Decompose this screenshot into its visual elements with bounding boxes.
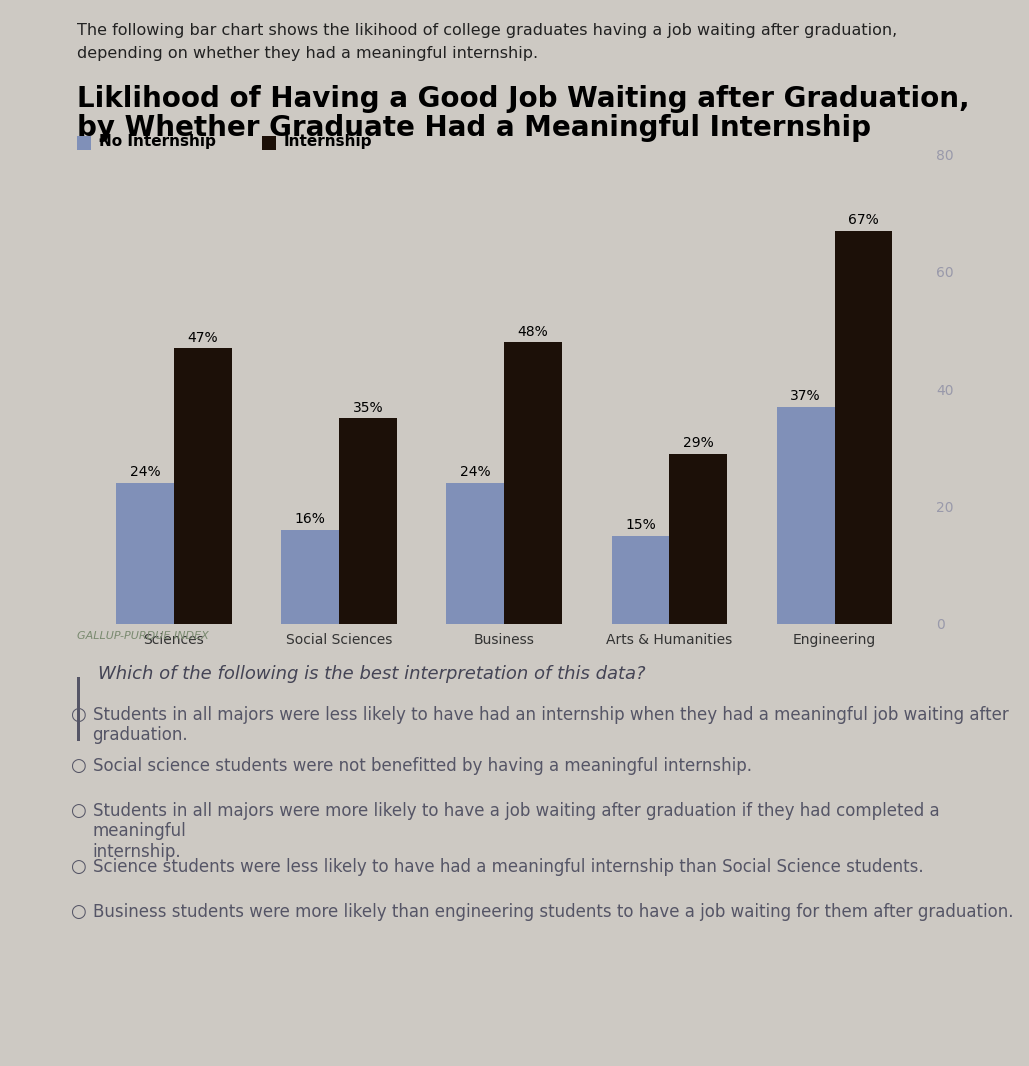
Text: Students in all majors were more likely to have a job waiting after graduation i: Students in all majors were more likely … [93, 802, 939, 861]
Bar [116, 483, 174, 624]
Text: ○: ○ [70, 706, 85, 724]
Text: No Internship: No Internship [99, 134, 216, 149]
Bar [174, 348, 232, 624]
Text: 37%: 37% [790, 389, 821, 403]
Text: 16%: 16% [294, 513, 325, 527]
Bar [835, 231, 892, 624]
Bar [447, 483, 504, 624]
Text: Social science students were not benefitted by having a meaningful internship.: Social science students were not benefit… [93, 757, 751, 775]
Text: ○: ○ [70, 858, 85, 876]
Text: The following bar chart shows the likihood of college graduates having a job wai: The following bar chart shows the likiho… [77, 23, 897, 38]
Text: 48%: 48% [518, 325, 548, 339]
Text: by Whether Graduate Had a Meaningful Internship: by Whether Graduate Had a Meaningful Int… [77, 114, 872, 142]
Bar [504, 342, 562, 624]
Text: ○: ○ [70, 757, 85, 775]
Text: 35%: 35% [353, 401, 383, 415]
Text: Science students were less likely to have had a meaningful internship than Socia: Science students were less likely to hav… [93, 858, 923, 876]
Bar [339, 418, 397, 624]
Bar [777, 407, 835, 624]
Text: 24%: 24% [460, 466, 491, 480]
Text: Internship: Internship [284, 134, 372, 149]
Text: 29%: 29% [683, 436, 714, 450]
Text: 24%: 24% [130, 466, 161, 480]
Text: Students in all majors were less likely to have had an internship when they had : Students in all majors were less likely … [93, 706, 1008, 744]
Text: ○: ○ [70, 802, 85, 820]
Bar [281, 530, 339, 624]
Text: 47%: 47% [187, 330, 218, 344]
Text: 15%: 15% [626, 518, 655, 532]
Text: ○: ○ [70, 903, 85, 921]
Text: Business students were more likely than engineering students to have a job waiti: Business students were more likely than … [93, 903, 1014, 921]
Text: GALLUP-PURDUE INDEX: GALLUP-PURDUE INDEX [77, 631, 209, 641]
Bar [670, 454, 728, 624]
Text: depending on whether they had a meaningful internship.: depending on whether they had a meaningf… [77, 46, 538, 61]
Text: Which of the following is the best interpretation of this data?: Which of the following is the best inter… [98, 665, 645, 683]
Text: 67%: 67% [848, 213, 879, 227]
Bar [611, 535, 670, 624]
Text: Liklihood of Having a Good Job Waiting after Graduation,: Liklihood of Having a Good Job Waiting a… [77, 85, 969, 113]
